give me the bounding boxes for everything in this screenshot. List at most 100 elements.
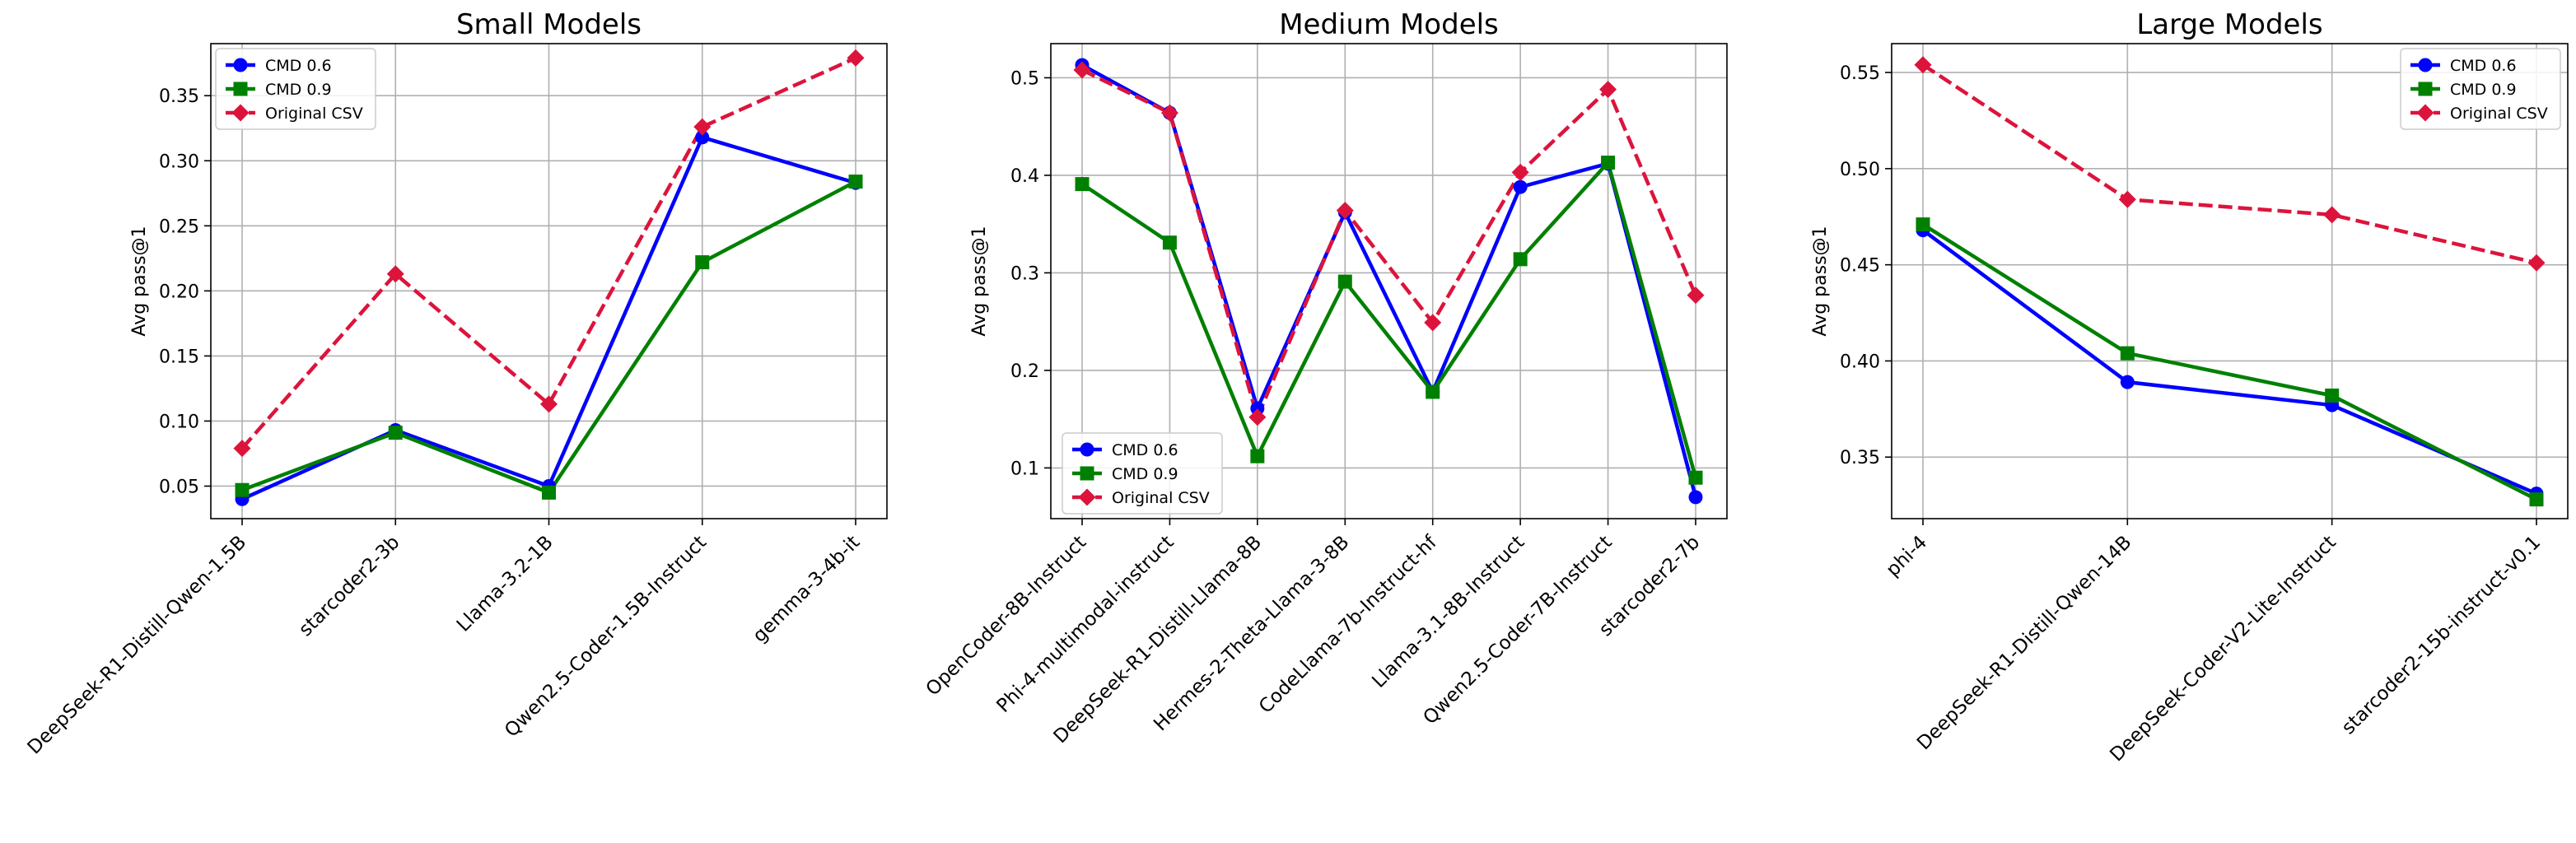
data-point-original-csv — [1336, 202, 1354, 220]
data-point-original-csv — [693, 118, 712, 136]
x-tick-label: starcoder2-3b — [295, 532, 404, 640]
legend-box — [2400, 48, 2561, 130]
y-tick-label: 0.05 — [159, 477, 199, 497]
data-point-cmd-0-9 — [695, 255, 710, 270]
y-tick-label: 0.35 — [159, 86, 199, 107]
data-point-cmd-0-9 — [235, 482, 250, 497]
data-point-original-csv — [2118, 190, 2136, 208]
data-point-cmd-0-6 — [695, 130, 710, 145]
data-point-cmd-0-9 — [1250, 449, 1265, 463]
data-point-cmd-0-9 — [848, 175, 863, 189]
y-tick-label: 0.55 — [1840, 63, 1880, 84]
x-tick-label: Llama-3.1-8B-Instruct — [1368, 532, 1528, 692]
x-tick-label: Hermes-2-Theta-Llama-3-8B — [1150, 532, 1353, 735]
x-tick-label: Llama-3.2-1B — [453, 532, 558, 636]
data-point-original-csv — [1248, 408, 1267, 426]
legend-marker-cmd-0-9 — [233, 82, 248, 96]
data-point-cmd-0-6 — [1250, 401, 1265, 416]
x-tick-label: CodeLlama-7b-Instruct-hf — [1255, 531, 1442, 718]
chart-title: Medium Models — [1279, 8, 1499, 41]
x-tick-label: gemma-3-4b-it — [749, 532, 864, 647]
chart-panel-large-models: 0.35 0.40 0.45 0.50 0.55 phi-4DeepSeek-R1-Dis… — [1810, 8, 2569, 766]
legend-marker-cmd-0-9 — [1080, 466, 1094, 481]
data-point-original-csv — [2323, 206, 2341, 224]
x-tick-label: DeepSeek-Coder-V2-Lite-Instruct — [2106, 532, 2340, 766]
chart-title: Small Models — [456, 8, 642, 41]
y-tick-label: 0.20 — [159, 282, 199, 302]
y-tick-label: 0.2 — [1010, 361, 1039, 382]
legend-box — [1062, 432, 1223, 515]
x-tick-label: DeepSeek-R1-Distill-Qwen-1.5B — [24, 532, 251, 759]
data-point-cmd-0-9 — [1162, 235, 1177, 250]
legend-label: CMD 0.6 — [265, 57, 332, 75]
legend-marker-cmd-0-6 — [1080, 442, 1094, 457]
data-point-original-csv — [1687, 286, 1705, 305]
data-point-original-csv — [1160, 104, 1178, 122]
chart-title: Large Models — [2136, 8, 2322, 41]
legend: CMD 0.6 CMD 0.9 Original CSV — [2400, 48, 2561, 130]
y-tick-label: 0.50 — [1840, 160, 1880, 180]
y-tick-label: 0.15 — [159, 347, 199, 367]
y-tick-label: 0.1 — [1010, 459, 1039, 479]
data-point-original-csv — [1511, 163, 1529, 181]
data-point-original-csv — [1914, 56, 1932, 74]
legend-label: CMD 0.9 — [265, 81, 332, 99]
legend-label: CMD 0.9 — [2450, 81, 2517, 99]
legend-marker-cmd-0-6 — [2418, 58, 2433, 72]
chart-panel-small-models: 0.05 0.10 0.15 0.20 0.25 0.30 0.35 DeepSeek-R1-… — [24, 8, 888, 759]
x-tick-label: starcoder2-15b-instruct-v0.1 — [2338, 532, 2545, 738]
legend-label: Original CSV — [1112, 489, 1210, 507]
plot-frame — [1891, 43, 2569, 519]
data-point-cmd-0-6 — [2120, 375, 2135, 389]
y-tick-label: 0.3 — [1010, 263, 1039, 284]
data-point-original-csv — [1424, 314, 1442, 332]
y-tick-label: 0.30 — [159, 151, 199, 172]
data-point-cmd-0-9 — [1601, 156, 1616, 170]
y-axis-label: Avg pass@1 — [129, 226, 150, 336]
data-point-cmd-0-9 — [2120, 346, 2135, 361]
y-tick-label: 0.25 — [159, 217, 199, 237]
y-tick-label: 0.5 — [1010, 68, 1039, 89]
series-line-original-csv — [1081, 68, 1698, 420]
data-point-cmd-0-9 — [1337, 274, 1352, 289]
data-point-cmd-0-9 — [1426, 384, 1440, 399]
legend-marker-original-csv — [1078, 488, 1096, 506]
data-point-cmd-0-9 — [1916, 217, 1930, 232]
data-point-cmd-0-9 — [1075, 177, 1090, 192]
legend-marker-cmd-0-9 — [2418, 82, 2433, 96]
legend: CMD 0.6 CMD 0.9 Original CSV — [1062, 432, 1223, 515]
data-point-cmd-0-9 — [388, 426, 403, 440]
legend-label: CMD 0.9 — [1112, 465, 1178, 483]
data-point-cmd-0-9 — [1513, 252, 1528, 267]
data-point-cmd-0-9 — [2529, 492, 2544, 507]
data-point-original-csv — [1073, 61, 1091, 79]
plot-frame — [1050, 43, 1728, 519]
legend-label: CMD 0.6 — [2450, 57, 2517, 75]
data-point-cmd-0-6 — [1513, 179, 1528, 194]
data-point-cmd-0-9 — [1688, 470, 1703, 485]
legend-label: Original CSV — [2450, 105, 2548, 123]
data-point-cmd-0-9 — [542, 485, 556, 500]
data-point-original-csv — [540, 395, 558, 413]
legend: CMD 0.6 CMD 0.9 Original CSV — [215, 48, 376, 130]
data-point-original-csv — [386, 265, 404, 283]
y-tick-label: 0.35 — [1840, 448, 1880, 468]
series-line-cmd-0-9 — [1921, 222, 2538, 501]
legend-label: Original CSV — [265, 105, 363, 123]
y-axis-label: Avg pass@1 — [1810, 226, 1831, 336]
legend-box — [215, 48, 376, 130]
data-point-cmd-0-6 — [1688, 490, 1703, 505]
data-point-cmd-0-9 — [2325, 388, 2340, 403]
y-tick-label: 0.45 — [1840, 256, 1880, 277]
x-tick-label: OpenCoder-8B-Instruct — [922, 532, 1091, 701]
data-point-original-csv — [847, 49, 865, 67]
legend-marker-cmd-0-6 — [233, 58, 248, 72]
x-tick-label: Phi-4-multimodal-instruct — [993, 532, 1178, 717]
x-tick-label: Qwen2.5-Coder-7B-Instruct — [1419, 532, 1616, 729]
chart-panel-medium-models: 0.1 0.2 0.3 0.4 0.5 OpenCoder-8B-InstructPhi-… — [922, 8, 1728, 748]
legend-marker-original-csv — [2416, 104, 2434, 122]
y-axis-label: Avg pass@1 — [969, 226, 990, 336]
series-line-original-csv — [1921, 63, 2537, 265]
x-tick-label: phi-4 — [1882, 532, 1931, 581]
x-tick-label: DeepSeek-R1-Distill-Qwen-14B — [1913, 532, 2135, 754]
